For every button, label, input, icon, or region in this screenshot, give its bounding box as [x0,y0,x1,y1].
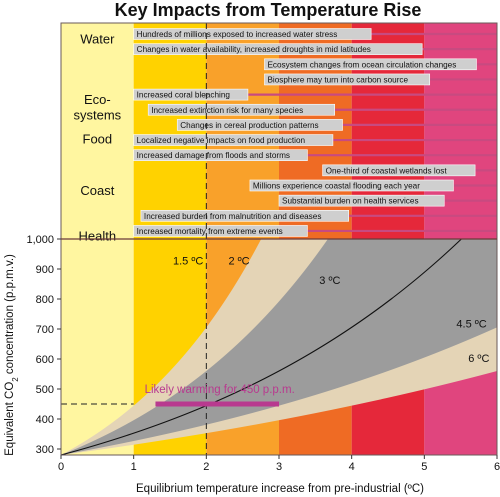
impact-text: One-third of coastal wetlands lost [326,166,448,175]
impact-text: Localized negative impacts on food produ… [137,136,306,145]
chart-title: Key Impacts from Temperature Rise [115,0,422,20]
impact-bar [264,58,477,71]
likely-warming-label: Likely warming for 450 p.p.m. [145,384,295,396]
impact-bar [133,43,423,55]
impact-row: Biosphere may turn into carbon source [264,73,497,86]
impact-row: Ecosystem changes from ocean circulation… [264,58,497,71]
impact-text: Increased damage from floods and storms [137,151,290,160]
y-tick-label: 500 [36,384,54,396]
x-tick-label: 1 [131,461,137,473]
impact-category-water: Water [80,32,115,47]
y-tick-label: 300 [36,444,54,456]
impact-bar [140,210,349,222]
impact-text: Biosphere may turn into carbon source [267,75,408,84]
y-tick-label: 900 [36,264,54,276]
sensitivity-label-2: 3 ºC [319,275,340,287]
impact-bar [249,179,454,192]
y-tick-label: 700 [36,324,54,336]
impact-row: Hundreds of millions exposed to increase… [133,28,497,40]
impact-bar [278,194,445,207]
impact-bar [322,164,476,177]
impact-text: Substantial burden on health services [282,197,419,206]
impact-bar [176,119,343,131]
x-tick-label: 2 [203,461,209,473]
impact-bar [147,103,335,116]
y-axis-ticks: 300 400 500 600 700 800 900 1,000 [26,234,61,456]
impact-category-eco: Eco- [84,92,111,107]
impact-category-health: Health [79,229,117,244]
impact-row: One-third of coastal wetlands lost [322,164,497,177]
impact-text: Ecosystem changes from ocean circulation… [267,60,456,69]
x-axis-ticks: 0 1 2 3 4 5 6 [58,455,500,473]
impact-text: Increased mortality from extreme events [137,227,283,236]
impact-category-systems: systems [73,107,121,122]
sensitivity-label-4: 6 ºC [468,353,489,365]
impact-text: Millions experience coastal flooding eac… [253,182,420,191]
impact-text: Increased coral bleaching [137,91,231,100]
concentration-panel: 1.5 ºC 2 ºC 3 ºC 4.5 ºC 6 ºC Likely warming f… [61,23,497,455]
impact-bar [133,134,334,146]
impact-row: Increased extinction risk for many speci… [147,103,497,116]
x-tick-label: 4 [349,461,355,473]
impact-row: Localized negative impacts on food produ… [133,134,497,146]
sensitivity-label-1: 2 ºC [228,256,249,268]
impact-bar [133,88,249,101]
impact-category-coast: Coast [80,183,114,198]
impact-row: Increased mortality from extreme events [133,225,497,237]
x-tick-label: 0 [58,461,64,473]
impact-row: Increased burden from malnutrition and d… [140,210,497,222]
impact-row: Substantial burden on health services [278,194,497,207]
y-tick-label: 800 [36,294,54,306]
sensitivity-label-3: 4.5 ºC [456,319,486,331]
central-estimate-line [61,239,462,455]
impact-text: Hundreds of millions exposed to increase… [137,30,338,39]
impact-text: Increased burden from malnutrition and d… [144,212,322,221]
y-tick-label: 600 [36,354,54,366]
impact-text: Changes in cereal production patterns [180,121,318,130]
impact-row: Increased damage from floods and storms [133,149,497,161]
x-axis-label: Equilibrium temperature increase from pr… [136,483,424,495]
y-tick-label: 400 [36,414,54,426]
x-tick-label: 5 [421,461,427,473]
impact-bar [133,149,308,161]
impact-text: Increased extinction risk for many speci… [151,106,303,115]
likely-warming-bar [155,401,279,407]
impact-bar [133,225,308,237]
impact-category-food: Food [83,132,113,147]
impact-row: Changes in cereal production patterns [176,119,497,131]
y-axis-label: Equivalent CO2 concentration (p.p.m.v.) [4,254,20,456]
impact-bar [133,28,372,40]
inner-uncertainty-band [61,239,497,455]
sensitivity-label-0: 1.5 ºC [173,256,203,268]
impact-row: Millions experience coastal flooding eac… [249,179,497,192]
x-tick-label: 6 [494,461,500,473]
impact-text: Changes in water availability, increased… [137,45,371,54]
impact-row: Changes in water availability, increased… [133,43,497,55]
y-tick-label: 1,000 [26,234,54,246]
impact-bar [264,73,431,86]
x-tick-label: 3 [276,461,282,473]
impact-row: Increased coral bleaching [133,88,497,101]
